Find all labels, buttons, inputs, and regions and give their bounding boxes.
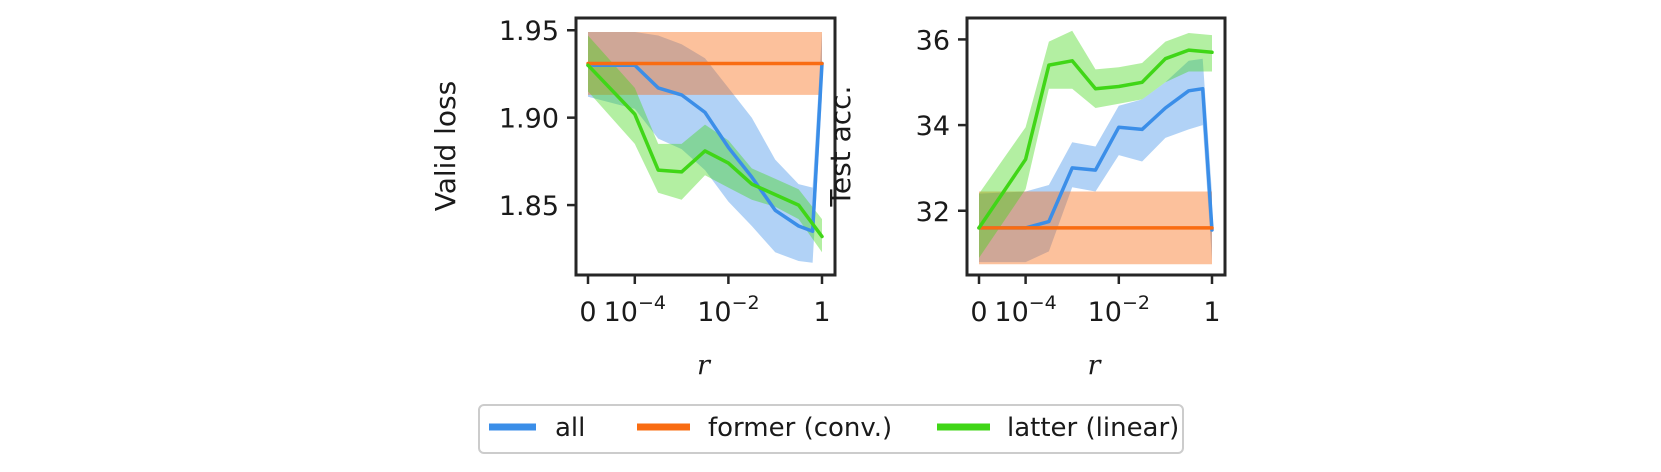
series-line-latter (586, 63, 824, 239)
x-tick-label: 10−2 (697, 292, 759, 328)
y-tick-label: 1.90 (499, 104, 559, 135)
legend-label: former (conv.) (708, 413, 892, 443)
x-tick-label: 10−4 (604, 292, 666, 328)
y-tick-label: 32 (916, 197, 950, 228)
series-line-latter (977, 48, 1214, 230)
x-tick-label: 0 (579, 297, 596, 328)
legend-label: latter (linear) (1007, 413, 1179, 443)
legend-frame (478, 404, 1184, 454)
x-tick-label: 1 (1203, 297, 1220, 328)
plot-frame (574, 16, 837, 277)
legend-item-all: all (489, 413, 585, 443)
y-tick-label: 1.95 (499, 16, 559, 47)
y-axis-label: Valid loss (429, 81, 462, 211)
x-tick-label: 0 (970, 297, 987, 328)
legend-item-former: former (conv.) (637, 413, 892, 443)
confidence-band-all (979, 58, 1212, 263)
legend-label: all (555, 413, 585, 443)
plot-frame (965, 16, 1227, 277)
valid-loss-chart: 1.85 1.90 1.95 0 10−4 10−2 1 Valid loss r (429, 16, 837, 381)
x-tick-label: 1 (813, 297, 830, 328)
confidence-band-latter (588, 35, 822, 253)
y-axis-label: Test acc. (824, 86, 857, 208)
confidence-band-all (588, 32, 822, 263)
legend: all former (conv.) latter (linear) (478, 404, 1184, 454)
test-accuracy-chart: 32 34 36 0 10−4 10−2 1 Test acc. r (824, 16, 1227, 381)
x-axis-label: r (1088, 350, 1103, 381)
series-line-all (977, 86, 1214, 232)
y-tick-label: 1.85 (499, 191, 559, 222)
y-tick-label: 36 (916, 25, 950, 56)
y-tick-label: 34 (916, 111, 950, 142)
x-tick-label: 10−2 (1088, 292, 1150, 328)
legend-item-latter: latter (linear) (937, 413, 1179, 443)
x-tick-label: 10−4 (994, 292, 1056, 328)
confidence-band-latter (979, 30, 1212, 258)
series-line-all (586, 61, 824, 234)
x-axis-label: r (697, 350, 712, 381)
